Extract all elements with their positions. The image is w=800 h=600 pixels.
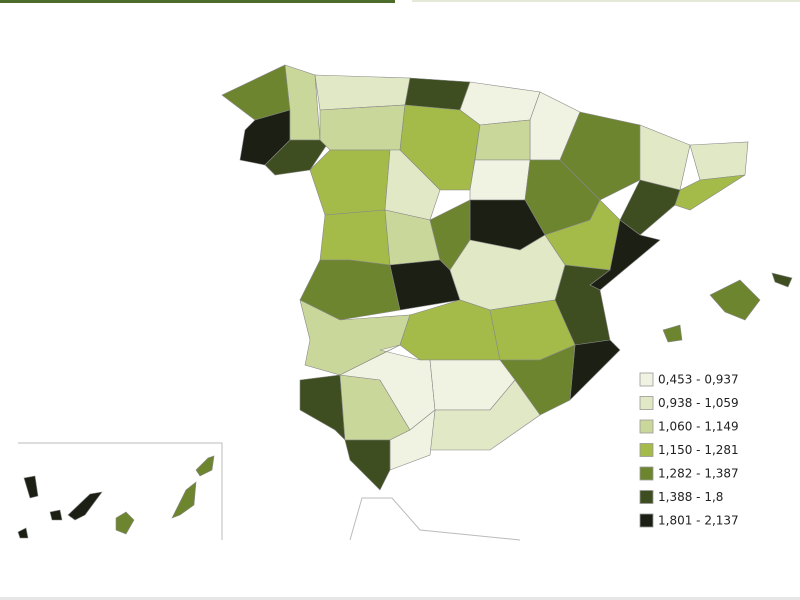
island (195, 455, 215, 477)
legend-swatch (639, 419, 654, 434)
island (171, 481, 197, 519)
legend-swatch (639, 396, 654, 410)
province (319, 209, 391, 266)
legend-label: 1,801 - 2,137 (658, 514, 739, 528)
province-map (17, 64, 793, 539)
legend-swatch (639, 513, 654, 528)
province (221, 64, 291, 121)
province (689, 141, 749, 181)
island (709, 279, 761, 321)
province (559, 111, 641, 201)
province (459, 81, 541, 126)
africa-coast (349, 497, 521, 541)
province (384, 209, 441, 266)
legend-label: 0,938 - 1,059 (658, 396, 739, 410)
legend-label: 1,060 - 1,149 (658, 420, 739, 434)
province (674, 174, 746, 211)
legend: 0,453 - 0,937 0,938 - 1,059 1,060 - 1,149 1… (639, 372, 739, 528)
island (662, 324, 683, 343)
legend-label: 1,150 - 1,281 (658, 443, 739, 457)
province (344, 439, 391, 491)
island (17, 527, 29, 539)
province (319, 104, 406, 151)
province (404, 77, 471, 111)
province (474, 119, 531, 161)
legend-label: 1,282 - 1,387 (658, 467, 739, 481)
island (49, 509, 63, 521)
province (299, 374, 346, 441)
top-bar-left (0, 0, 395, 3)
province (469, 159, 531, 201)
province (314, 74, 411, 111)
bottom-bar (0, 597, 800, 600)
island (23, 475, 39, 499)
legend-swatch (639, 443, 654, 457)
province (399, 299, 501, 361)
province (569, 339, 621, 401)
province (264, 139, 331, 176)
top-bar-right (412, 0, 800, 2)
island (771, 272, 793, 288)
province (639, 124, 691, 191)
province (384, 149, 441, 221)
legend-swatch (639, 466, 654, 481)
province (619, 179, 681, 236)
legend-label: 1,388 - 1,8 (658, 490, 723, 504)
legend-label: 0,453 - 0,937 (658, 373, 739, 387)
legend-swatch (639, 372, 654, 387)
province (284, 64, 321, 141)
legend-swatch (639, 490, 654, 504)
province (309, 149, 391, 216)
island (67, 491, 103, 521)
canary-frame (18, 442, 223, 540)
island (115, 511, 135, 535)
